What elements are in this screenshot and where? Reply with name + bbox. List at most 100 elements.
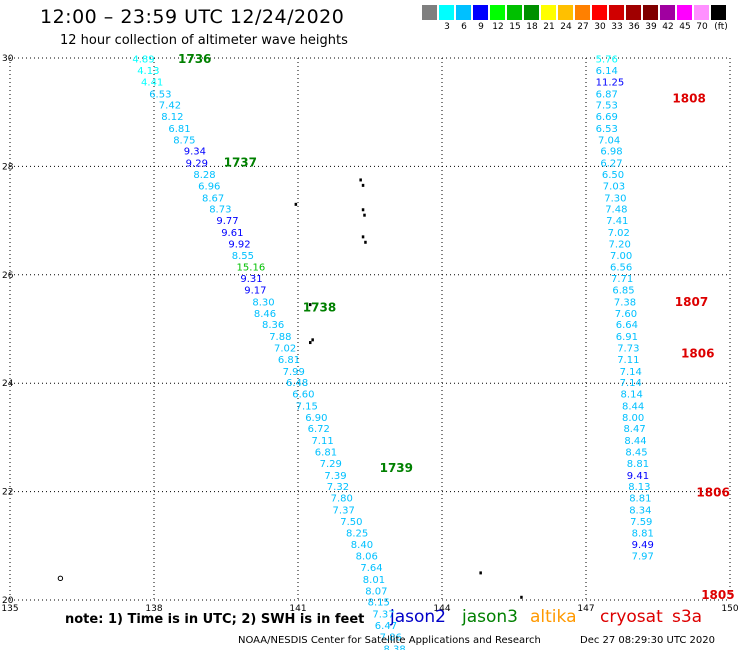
wave-height-label: 7.20 <box>609 239 631 250</box>
wave-height-label: 7.88 <box>269 332 291 343</box>
legend-swatch <box>490 5 506 20</box>
x-tick-label: 141 <box>289 604 306 614</box>
wave-height-label: 8.07 <box>365 586 387 597</box>
land-mark <box>361 208 365 212</box>
wave-height-label: 7.39 <box>324 471 346 482</box>
wave-height-label: 7.04 <box>598 135 620 146</box>
wave-height-label: 9.41 <box>627 471 649 482</box>
wave-height-label: 11.25 <box>596 77 625 88</box>
x-tick-label: 147 <box>577 604 594 614</box>
wave-height-label: 8.81 <box>629 494 651 505</box>
legend-swatch <box>507 5 523 20</box>
wave-height-label: 5.76 <box>596 55 618 66</box>
wave-height-label: 7.14 <box>620 378 642 389</box>
legend-swatch <box>524 5 540 20</box>
legend-swatch <box>592 5 608 20</box>
wave-height-label: 7.37 <box>372 610 394 621</box>
legend-swatch <box>558 5 574 20</box>
satellite-label-jason2: jason2 <box>390 607 446 627</box>
wave-height-label: 9.31 <box>240 274 262 285</box>
legend-swatch <box>473 5 489 20</box>
wave-height-label: 6.81 <box>315 448 337 459</box>
satellite-label-altika: altika <box>530 607 577 627</box>
wave-height-label: 6.87 <box>596 89 618 100</box>
wave-height-label: 8.13 <box>628 482 650 493</box>
wave-height-label: 6.53 <box>596 124 618 135</box>
wave-height-label: 9.92 <box>228 239 250 250</box>
wave-height-label: 6.53 <box>149 89 171 100</box>
wave-height-label: 8.25 <box>346 528 368 539</box>
wave-height-label: 8.34 <box>629 506 651 517</box>
timestamp-text: Dec 27 08:29:30 UTC 2020 <box>580 635 715 646</box>
wave-height-label: 7.38 <box>614 297 636 308</box>
y-tick-label: 30 <box>2 54 14 64</box>
wave-height-label: 9.34 <box>184 147 206 158</box>
wave-height-label: 6.48 <box>286 378 308 389</box>
wave-height-label: 8.01 <box>363 575 385 586</box>
wave-height-label: 4.13 <box>137 66 159 77</box>
wave-height-label: 7.48 <box>605 205 627 216</box>
land-mark <box>364 240 367 244</box>
wave-height-label: 8.14 <box>621 390 643 401</box>
legend-label: 21 <box>543 22 555 32</box>
page-subtitle: 12 hour collection of altimeter wave hei… <box>60 33 348 48</box>
wave-height-label: 6.69 <box>596 112 618 123</box>
wave-height-label: 6.98 <box>600 147 622 158</box>
wave-height-label: 8.36 <box>262 320 284 331</box>
wave-height-label: 4.41 <box>141 77 163 88</box>
wave-height-label: 7.41 <box>606 216 628 227</box>
wave-height-label: 7.00 <box>610 251 632 262</box>
wave-height-label: 7.37 <box>333 506 355 517</box>
land-mark <box>309 341 312 345</box>
wave-height-label: 15.16 <box>237 263 266 274</box>
wave-height-label: 8.55 <box>232 251 254 262</box>
wave-height-label: 8.44 <box>624 436 646 447</box>
time-label: 1806 <box>681 346 714 360</box>
wave-height-label: 7.14 <box>620 367 642 378</box>
land-mark <box>311 338 314 342</box>
wave-height-label: 7.59 <box>630 517 652 528</box>
x-tick-label: 138 <box>145 604 162 614</box>
wave-height-label: 7.60 <box>615 309 637 320</box>
wave-height-label: 7.80 <box>331 494 353 505</box>
footer-note: note: 1) Time is in UTC; 2) SWH is in fe… <box>65 612 365 627</box>
wave-height-label: 7.73 <box>617 343 639 354</box>
wave-height-label: 8.30 <box>252 297 274 308</box>
land-mark <box>359 178 362 182</box>
wave-height-label: 8.67 <box>202 193 224 204</box>
land-mark <box>479 571 482 575</box>
y-tick-label: 20 <box>2 596 14 606</box>
land-mark <box>363 213 366 217</box>
legend-swatch <box>456 5 472 20</box>
wave-height-label: 9.61 <box>221 228 243 239</box>
wave-height-label: 6.96 <box>198 181 220 192</box>
wave-height-label: 7.11 <box>617 355 639 366</box>
time-label: 1737 <box>224 156 257 170</box>
time-label: 1807 <box>675 295 708 309</box>
legend-swatch <box>541 5 557 20</box>
legend-label: 12 <box>492 22 504 32</box>
wave-height-label: 6.56 <box>610 263 632 274</box>
legend-label: 45 <box>679 22 691 32</box>
legend-label: 24 <box>560 22 572 32</box>
legend-swatch <box>677 5 693 20</box>
wave-height-label: 8.44 <box>622 401 644 412</box>
wave-height-label: 8.45 <box>625 448 647 459</box>
wave-height-label: 7.03 <box>603 181 625 192</box>
wave-height-label: 8.73 <box>209 205 231 216</box>
wave-height-label: 7.99 <box>283 367 305 378</box>
wave-height-label: 8.81 <box>627 459 649 470</box>
satellite-label-jason3: jason3 <box>462 607 518 627</box>
legend-swatch <box>609 5 625 20</box>
wave-height-label: 7.97 <box>632 552 654 563</box>
legend-label: 9 <box>478 22 484 32</box>
land-mark <box>520 595 523 599</box>
wave-height-label: 8.06 <box>356 552 378 563</box>
legend-label: 70 <box>696 22 708 32</box>
legend-label: 18 <box>526 22 538 32</box>
satellite-label-cryosat: cryosat <box>600 607 663 627</box>
wave-height-label: 6.64 <box>616 320 638 331</box>
wave-height-label: 6.47 <box>375 621 397 632</box>
wave-height-label: 7.30 <box>604 193 626 204</box>
